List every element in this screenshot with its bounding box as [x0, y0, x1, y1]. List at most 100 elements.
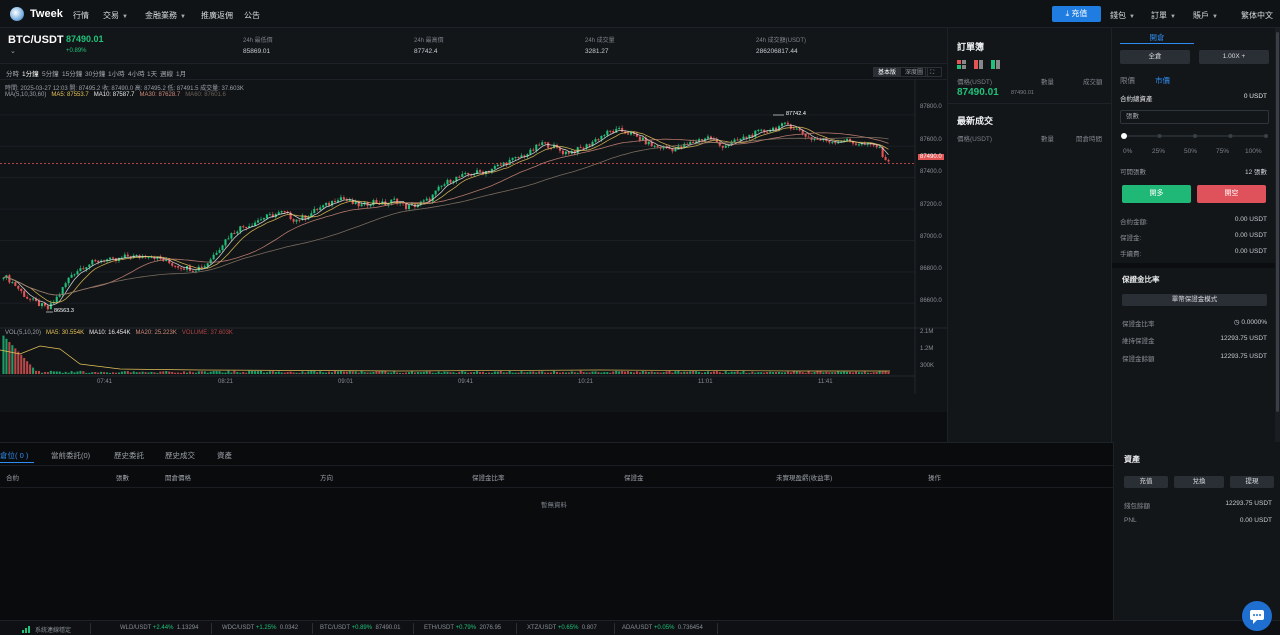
- candle-body: [887, 160, 890, 162]
- tab-trade-history[interactable]: 歷史成交: [165, 451, 195, 460]
- market-order-tab[interactable]: 市價: [1155, 76, 1170, 85]
- chevron-down-icon[interactable]: ⌄: [10, 48, 16, 55]
- candle-body: [692, 142, 695, 144]
- trades-col-amount: 數量: [1041, 136, 1054, 143]
- candle-body: [396, 198, 399, 204]
- tab-assets[interactable]: 資產: [217, 451, 232, 460]
- deposit-button[interactable]: ⤓ 充值: [1052, 6, 1101, 22]
- nav-trade[interactable]: 交易 ▼: [103, 11, 128, 20]
- nav-referral[interactable]: 推廣返佣: [201, 11, 233, 20]
- tf-line[interactable]: 分時: [6, 71, 19, 78]
- percent-50[interactable]: 50%: [1184, 148, 1198, 155]
- tf-1d[interactable]: 1天: [147, 71, 158, 78]
- percent-0[interactable]: 0%: [1123, 148, 1133, 155]
- volume-bar: [40, 372, 43, 374]
- nav-finance[interactable]: 金融業務 ▼: [145, 11, 186, 20]
- asset-withdraw-button[interactable]: 提現: [1230, 476, 1274, 488]
- language-selector[interactable]: 繁体中文: [1241, 11, 1273, 20]
- tf-1w[interactable]: 週線: [160, 71, 173, 78]
- candle-body: [390, 199, 393, 204]
- candle-body: [342, 197, 345, 200]
- single-margin-mode-button[interactable]: 單幣保證金模式: [1122, 294, 1267, 306]
- nav-orders[interactable]: 訂單 ▼: [1151, 11, 1176, 20]
- view-depth-button[interactable]: 深度圖: [900, 67, 929, 77]
- status-ticker[interactable]: ADA/USDT +0.05% 0.736454: [622, 625, 703, 631]
- volume-bar: [467, 372, 470, 374]
- nav-account[interactable]: 賬戶 ▼: [1193, 11, 1218, 20]
- orderbook-both-icon[interactable]: [957, 60, 966, 69]
- status-ticker[interactable]: XTZ/USDT +0.65% 0.807: [527, 625, 597, 631]
- brand-name[interactable]: Tweek: [30, 8, 63, 20]
- percent-slider[interactable]: [1120, 131, 1270, 141]
- volume-bar: [254, 371, 257, 374]
- open-short-button[interactable]: 開空: [1197, 185, 1266, 203]
- leverage-button[interactable]: 1.00X +: [1199, 50, 1269, 64]
- col-margin-ratio: 保證金比率: [472, 475, 505, 482]
- asset-convert-button[interactable]: 兌換: [1174, 476, 1224, 488]
- trade-panel: 開倉 全倉 1.00X + 限價 市價 合約總資產 0 USDT 張數 0% 2…: [1111, 28, 1276, 442]
- tf-1h[interactable]: 1小時: [108, 71, 125, 78]
- status-ticker[interactable]: WLD/USDT +2.44% 1.13294: [120, 625, 198, 631]
- orderbook-bids-icon[interactable]: [991, 60, 1000, 69]
- margin-mode-button[interactable]: 全倉: [1120, 50, 1190, 64]
- volume-bar: [129, 372, 132, 374]
- volume-bar: [375, 371, 378, 374]
- tf-4h[interactable]: 4小時: [128, 71, 145, 78]
- candle-body: [209, 259, 212, 264]
- open-tab[interactable]: 開倉: [1149, 33, 1165, 42]
- tf-15m[interactable]: 15分鐘: [62, 71, 83, 78]
- scrollbar-thumb[interactable]: [1276, 32, 1279, 412]
- limit-order-tab[interactable]: 限價: [1120, 76, 1135, 85]
- tf-30m[interactable]: 30分鐘: [85, 71, 106, 78]
- volume-bar: [360, 371, 363, 374]
- orderbook-asks-icon[interactable]: [974, 60, 983, 69]
- nav-announcements[interactable]: 公告: [244, 11, 260, 20]
- volume-bar: [579, 370, 582, 374]
- status-ticker[interactable]: WDC/USDT +1.25% 0.0342: [222, 625, 298, 631]
- tab-positions[interactable]: 倉位( 0 ): [0, 451, 29, 460]
- candle-body: [467, 172, 470, 175]
- status-ticker[interactable]: BTC/USDT +0.89% 87490.01: [320, 625, 400, 631]
- tab-order-history[interactable]: 歷史委託: [114, 451, 144, 460]
- volume-bar: [801, 372, 804, 374]
- nav-wallet[interactable]: 錢包 ▼: [1110, 11, 1135, 20]
- candle-body: [165, 259, 168, 262]
- percent-100[interactable]: 100%: [1245, 148, 1262, 155]
- volume-bar: [576, 372, 579, 374]
- vol-ma20: MA20: 25.223K: [135, 330, 177, 336]
- tf-5m[interactable]: 5分鐘: [42, 71, 59, 78]
- divider: [1112, 263, 1276, 268]
- chat-support-button[interactable]: [1242, 601, 1272, 631]
- volume-bar: [174, 372, 177, 374]
- volume-bar: [706, 371, 709, 374]
- percent-25[interactable]: 25%: [1152, 148, 1166, 155]
- tf-1mo[interactable]: 1月: [176, 71, 187, 78]
- open-long-button[interactable]: 開多: [1122, 185, 1191, 203]
- asset-deposit-button[interactable]: 充值: [1124, 476, 1168, 488]
- candle-body: [46, 305, 49, 310]
- candle-body: [721, 145, 724, 148]
- open-tab-underline: [1120, 43, 1194, 44]
- candlestick-chart[interactable]: [0, 64, 947, 394]
- volume-bar: [135, 372, 138, 374]
- candle-body: [706, 136, 709, 139]
- candle-body: [191, 270, 194, 272]
- pair-selector[interactable]: BTC/USDT: [8, 34, 64, 46]
- fullscreen-icon[interactable]: ⛶: [925, 67, 942, 77]
- candle-body: [834, 142, 837, 144]
- status-ticker[interactable]: ETH/USDT +0.79% 2076.95: [424, 625, 501, 631]
- tab-open-orders[interactable]: 當前委託(0): [51, 451, 91, 460]
- candle-body: [313, 208, 316, 214]
- amount-input[interactable]: 張數: [1120, 110, 1269, 124]
- ticker-change: +2.44%: [152, 625, 174, 631]
- volume-bar: [342, 371, 345, 374]
- tf-1m[interactable]: 1分鐘: [22, 71, 39, 78]
- tweek-logo-icon[interactable]: [10, 7, 24, 21]
- candle-body: [55, 296, 58, 302]
- percent-75[interactable]: 75%: [1216, 148, 1230, 155]
- scrollbar[interactable]: [1275, 28, 1280, 442]
- nav-market[interactable]: 行情: [73, 11, 89, 20]
- x-tick: 07:41: [97, 379, 113, 385]
- volume-bar: [594, 371, 597, 374]
- candle-body: [813, 138, 816, 140]
